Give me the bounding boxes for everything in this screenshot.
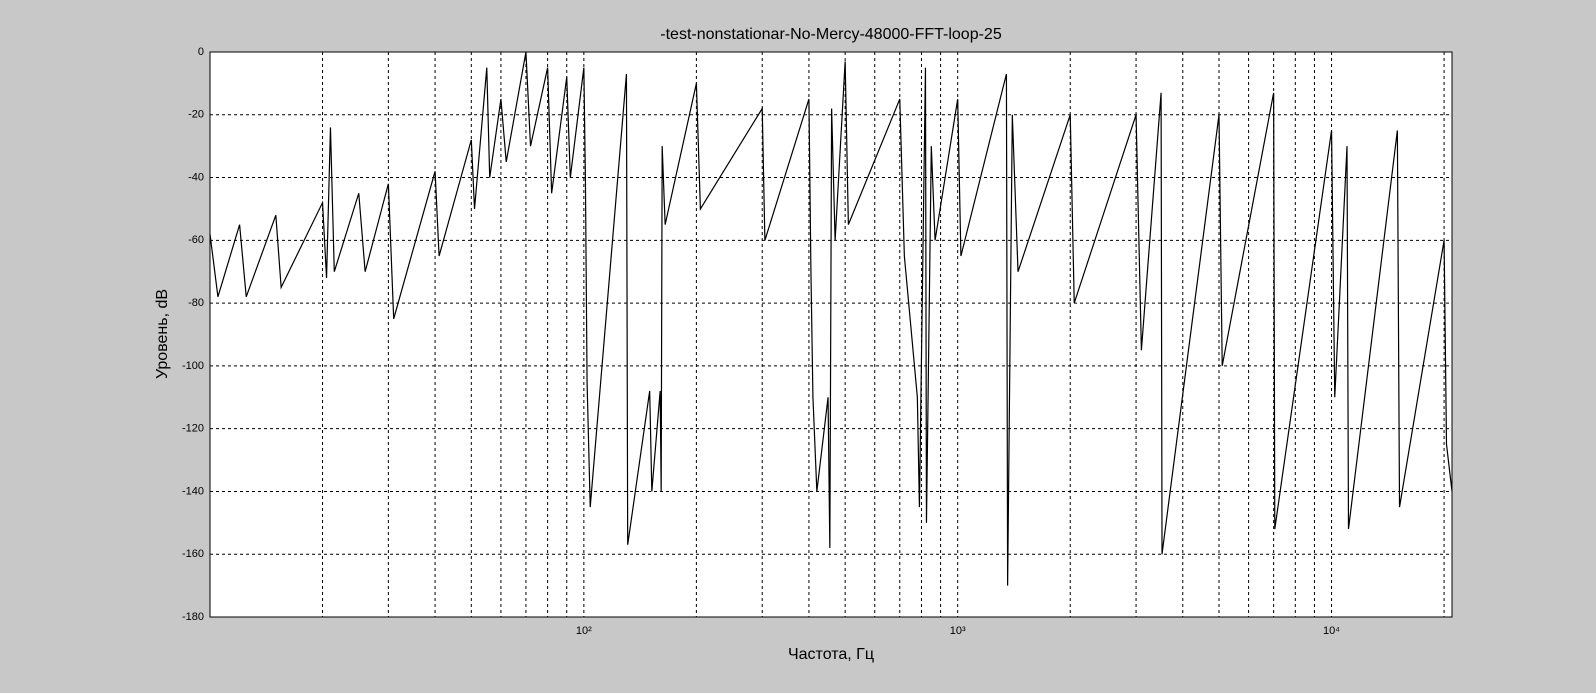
y-tick-label: -140 [182,485,204,497]
y-tick-label: -120 [182,423,204,435]
y-tick-label: -80 [188,297,204,309]
x-axis-label: Частота, Гц [788,646,874,663]
x-tick-label: 10³ [950,625,966,637]
y-axis-label: Уровень, dB [154,289,171,379]
y-tick-label: -40 [188,171,204,183]
y-tick-label: -160 [182,548,204,560]
y-tick-label: -20 [188,109,204,121]
plot-frame [209,51,1453,618]
y-tick-label: -60 [188,234,204,246]
y-tick-label: 0 [198,46,204,58]
spectrum-line [209,51,1453,586]
y-tick-label: -180 [182,611,204,623]
x-tick-label: 10⁴ [1323,625,1340,637]
chart-title: -test-nonstationar-No-Mercy-48000-FFT-lo… [660,26,1002,43]
y-tick-label: -100 [182,360,204,372]
x-tick-label: 10² [576,625,592,637]
